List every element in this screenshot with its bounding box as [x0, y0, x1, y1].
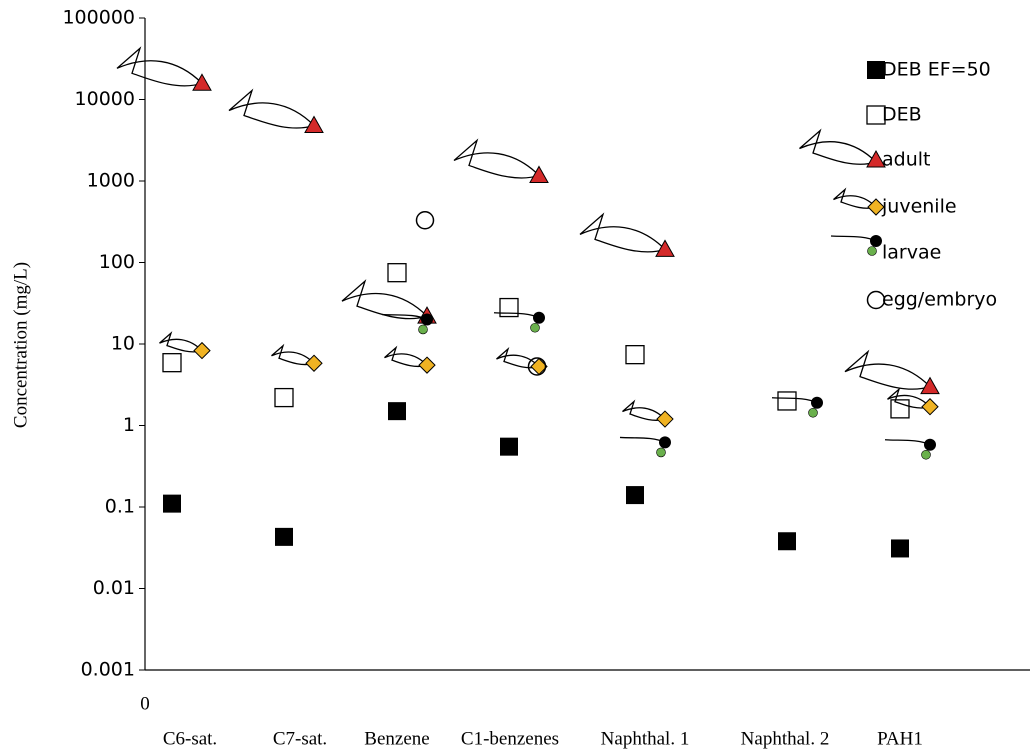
- circle-marker: [924, 438, 936, 451]
- fish-icon: [453, 138, 540, 179]
- y-tick-label: 0.001: [81, 659, 135, 681]
- square-marker: [499, 297, 519, 318]
- square-marker: [891, 539, 909, 558]
- larva-yolk: [656, 447, 666, 458]
- circle-marker: [421, 313, 433, 326]
- square-marker: [387, 263, 407, 283]
- circle-marker: [533, 311, 545, 324]
- larva-yolk: [530, 322, 540, 333]
- y-tick-label: 10: [111, 333, 135, 355]
- legend-marker: [866, 290, 886, 310]
- x-category-label: Naphthal. 2: [741, 728, 830, 749]
- circle-marker: [659, 436, 671, 449]
- fish-icon: [622, 399, 666, 421]
- square-marker: [625, 345, 645, 365]
- x-category-label: PAH1: [877, 728, 923, 749]
- circle-marker: [527, 357, 547, 376]
- x-tick-label: 0: [140, 693, 150, 714]
- diamond-marker: [193, 341, 211, 360]
- legend-marker: [866, 149, 886, 168]
- larva-yolk: [418, 324, 428, 335]
- circle-marker: [415, 210, 435, 230]
- fish-icon: [116, 46, 203, 87]
- x-category-label: C1-benzenes: [461, 728, 559, 749]
- larva-yolk: [867, 246, 877, 256]
- fish-icon: [579, 212, 666, 253]
- larva-icon: [619, 436, 666, 444]
- triangle-marker: [192, 73, 212, 91]
- square-marker: [500, 437, 518, 456]
- square-marker: [388, 402, 406, 421]
- legend-label: larvae: [882, 242, 941, 264]
- fish-icon: [228, 88, 315, 129]
- legend-larva-icon: [830, 235, 877, 242]
- legend-marker: [867, 198, 885, 216]
- fish-icon: [159, 331, 203, 353]
- x-category-label: C7-sat.: [273, 728, 327, 749]
- triangle-marker: [920, 376, 940, 395]
- fish-icon: [844, 349, 931, 390]
- triangle-marker: [529, 165, 549, 183]
- legend-marker: [870, 235, 882, 247]
- x-category-label: Benzene: [364, 728, 429, 749]
- y-tick-label: 100: [99, 251, 135, 273]
- circle-marker: [811, 396, 823, 409]
- square-marker: [778, 532, 796, 551]
- legend-marker: [867, 61, 885, 79]
- y-axis-label: Concentration (mg/L): [10, 262, 31, 428]
- y-tick-label: 100000: [62, 7, 135, 29]
- diamond-marker: [656, 410, 674, 428]
- y-tick-label: 0.01: [93, 577, 135, 599]
- larva-icon: [884, 439, 931, 446]
- square-marker: [275, 527, 293, 546]
- legend-marker: [866, 105, 886, 125]
- legend-label: egg/embryo: [882, 289, 997, 311]
- square-marker: [274, 387, 294, 408]
- y-tick-label: 1: [123, 414, 135, 436]
- diamond-marker: [921, 398, 939, 416]
- y-tick-label: 0.1: [105, 496, 135, 518]
- x-category-label: C6-sat.: [163, 728, 217, 749]
- larva-yolk: [921, 449, 931, 460]
- diamond-marker: [305, 354, 323, 372]
- diamond-marker: [418, 356, 436, 374]
- legend-label: juvenile: [881, 196, 957, 218]
- fish-icon: [271, 343, 315, 366]
- square-marker: [777, 391, 797, 411]
- square-marker: [162, 353, 182, 373]
- triangle-marker: [304, 115, 324, 133]
- legend-label: DEB: [882, 104, 922, 126]
- triangle-marker: [655, 239, 675, 257]
- larva-yolk: [808, 407, 818, 418]
- fish-icon: [496, 346, 540, 369]
- legend-label: adult: [882, 149, 930, 171]
- fish-icon: [887, 387, 931, 409]
- x-category-label: Naphthal. 1: [601, 728, 690, 749]
- square-marker: [890, 399, 910, 419]
- legend-label: DEB EF=50: [882, 59, 991, 81]
- square-marker: [163, 494, 181, 513]
- fish-icon: [384, 345, 428, 368]
- y-tick-label: 10000: [75, 88, 135, 110]
- fish-icon: [341, 279, 428, 320]
- square-marker: [626, 486, 644, 505]
- legend-fish-icon: [799, 128, 877, 165]
- legend-fish-icon: [833, 187, 877, 209]
- y-tick-label: 1000: [87, 170, 135, 192]
